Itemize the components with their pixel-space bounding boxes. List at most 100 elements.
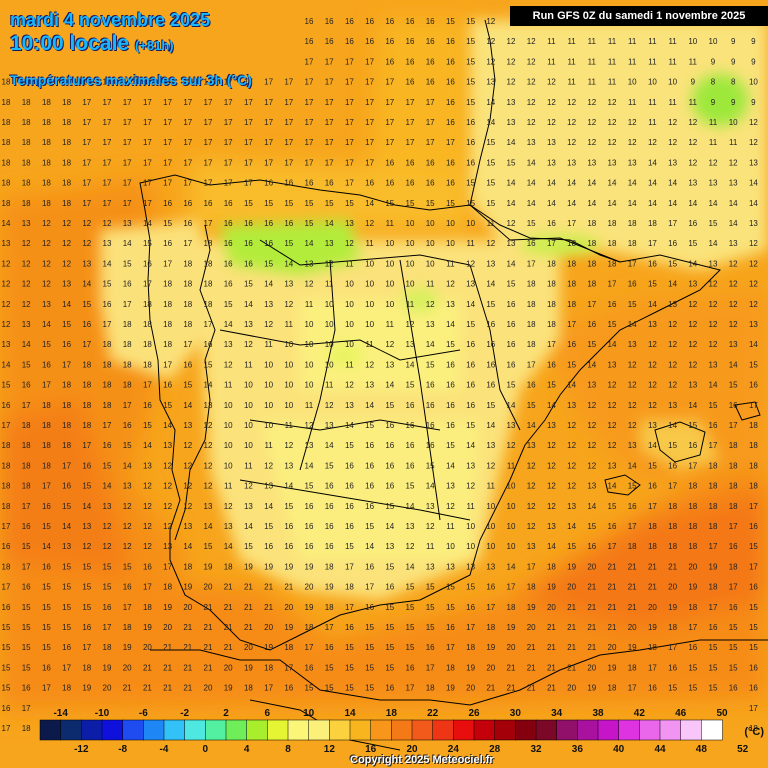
grid-value: 16: [507, 340, 516, 349]
grid-value: 12: [264, 461, 273, 470]
grid-value: 16: [103, 441, 112, 450]
grid-value: 15: [668, 441, 677, 450]
grid-value: 13: [284, 280, 293, 289]
grid-value: 15: [22, 643, 31, 652]
grid-value: 16: [426, 179, 435, 188]
grid-value: 18: [608, 259, 617, 268]
grid-value: 18: [688, 603, 697, 612]
grid-value: 13: [668, 300, 677, 309]
grid-value: 12: [82, 542, 91, 551]
grid-value: 10: [385, 300, 394, 309]
legend-swatch: [287, 719, 310, 741]
grid-value: 16: [466, 360, 475, 369]
grid-value: 18: [749, 482, 758, 491]
grid-value: 11: [689, 98, 698, 107]
grid-value: 16: [183, 199, 192, 208]
grid-value: 19: [103, 663, 112, 672]
grid-value: 10: [446, 219, 455, 228]
grid-value: 12: [345, 381, 354, 390]
grid-value: 15: [42, 643, 51, 652]
grid-value: 16: [426, 57, 435, 66]
grid-value: 17: [305, 98, 314, 107]
grid-value: 12: [365, 360, 374, 369]
grid-value: 13: [123, 482, 132, 491]
grid-value: 17: [183, 98, 192, 107]
grid-value: 15: [143, 421, 152, 430]
grid-value: 17: [365, 118, 374, 127]
grid-value: 21: [183, 643, 192, 652]
grid-value: 14: [608, 199, 617, 208]
grid-value: 12: [729, 259, 738, 268]
legend-label-upper: 38: [592, 708, 604, 719]
grid-value: 17: [183, 118, 192, 127]
grid-value: 16: [224, 199, 233, 208]
grid-value: 15: [446, 441, 455, 450]
grid-value: 15: [163, 401, 172, 410]
grid-value: 15: [244, 199, 253, 208]
grid-value: 17: [143, 583, 152, 592]
grid-value: 13: [628, 340, 637, 349]
grid-value: 17: [426, 663, 435, 672]
grid-value: 10: [688, 37, 697, 46]
grid-value: 13: [547, 138, 556, 147]
grid-value: 17: [123, 199, 132, 208]
grid-value: 17: [648, 239, 657, 248]
grid-value: 12: [507, 441, 516, 450]
grid-value: 18: [547, 280, 556, 289]
grid-value: 18: [446, 663, 455, 672]
grid-value: 17: [305, 57, 314, 66]
grid-value: 18: [62, 441, 71, 450]
grid-value: 17: [284, 78, 293, 87]
legend-swatch: [122, 719, 145, 741]
grid-value: 21: [224, 623, 233, 632]
grid-value: 11: [406, 300, 415, 309]
grid-value: 10: [668, 78, 677, 87]
grid-value: 12: [567, 441, 576, 450]
grid-value: 14: [163, 421, 172, 430]
grid-value: 15: [709, 663, 718, 672]
grid-value: 16: [668, 461, 677, 470]
grid-value: 17: [668, 643, 677, 652]
grid-value: 14: [608, 482, 617, 491]
grid-value: 13: [62, 280, 71, 289]
grid-value: 17: [163, 179, 172, 188]
grid-value: 13: [507, 239, 516, 248]
grid-value: 15: [406, 482, 415, 491]
grid-value: 18: [668, 502, 677, 511]
grid-value: 17: [123, 401, 132, 410]
legend-label-upper: 46: [675, 708, 687, 719]
grid-value: 12: [2, 300, 11, 309]
grid-value: 17: [103, 78, 112, 87]
grid-value: 14: [527, 199, 536, 208]
grid-value: 16: [345, 502, 354, 511]
grid-value: 17: [709, 603, 718, 612]
grid-value: 15: [749, 542, 758, 551]
grid-value: 16: [527, 239, 536, 248]
grid-value: 17: [426, 118, 435, 127]
grid-value: 18: [62, 421, 71, 430]
grid-value: 16: [305, 542, 314, 551]
grid-value: 16: [709, 623, 718, 632]
grid-value: 14: [507, 138, 516, 147]
grid-value: 16: [507, 360, 516, 369]
grid-value: 17: [22, 704, 31, 713]
grid-value: 16: [406, 401, 415, 410]
grid-value: 16: [466, 603, 475, 612]
grid-value: 18: [749, 724, 758, 733]
grid-value: 12: [507, 57, 516, 66]
grid-value: 15: [446, 199, 455, 208]
grid-value: 15: [345, 542, 354, 551]
grid-value: 15: [325, 199, 334, 208]
grid-value: 20: [507, 643, 516, 652]
legend-label-lower: 36: [572, 744, 584, 755]
grid-value: 12: [305, 421, 314, 430]
grid-value: 16: [547, 360, 556, 369]
grid-value: 15: [305, 482, 314, 491]
grid-value: 12: [567, 482, 576, 491]
grid-value: 14: [587, 502, 596, 511]
grid-value: 12: [608, 421, 617, 430]
grid-value: 16: [709, 421, 718, 430]
grid-value: 10: [244, 421, 253, 430]
grid-value: 13: [466, 280, 475, 289]
grid-value: 12: [527, 522, 536, 531]
